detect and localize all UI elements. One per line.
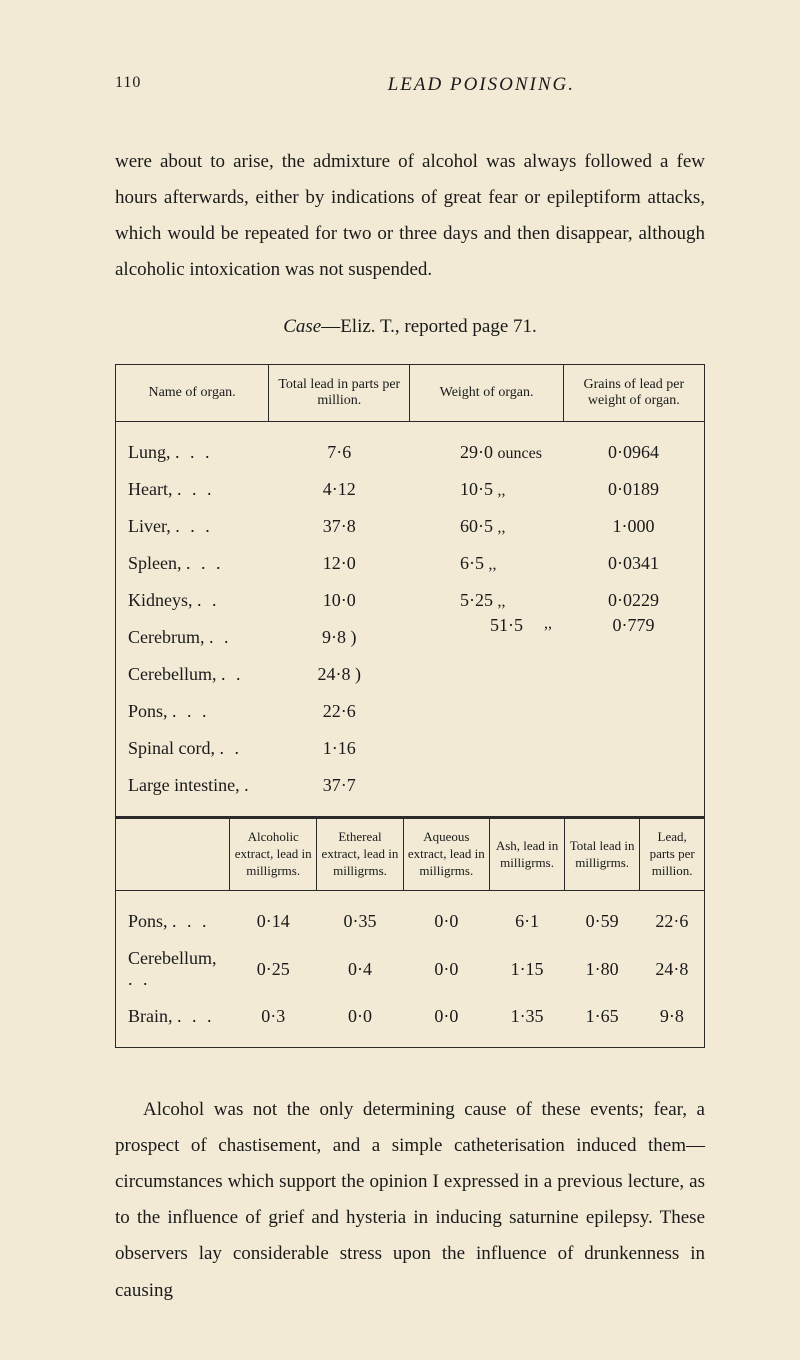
cell-weight: 60·5 ,, [410, 508, 563, 545]
cell-weight: 10·5 ,, [410, 471, 563, 508]
th-aqueous: Aqueous extract, lead in milligrms. [403, 818, 490, 890]
cell-ethereal: 0·4 [317, 940, 403, 998]
cell-aqueous: 0·0 [403, 891, 490, 941]
cell-organ: Cerebellum, . . [116, 656, 269, 693]
cell-organ: Pons, . . . [116, 891, 230, 941]
table-row: Cerebrum, . . 9·8 ) 51·5 ,, 0·779 [116, 619, 705, 656]
page-number: 110 [115, 74, 141, 96]
cell-grains [563, 693, 704, 730]
cell-grains: 0·0964 [563, 422, 704, 472]
cell-organ: Cerebrum, . . [116, 619, 269, 656]
cell-aqueous: 0·0 [403, 940, 490, 998]
paragraph-2: Alcohol was not the only determining cau… [115, 1092, 705, 1309]
table-row: Spinal cord, . . 1·16 [116, 730, 705, 767]
cell-ash: 1·35 [490, 998, 565, 1048]
paragraph-1: were about to arise, the admixture of al… [115, 144, 705, 288]
cell-grains: 0·0341 [563, 545, 704, 582]
table-row: Liver, . . . 37·8 60·5 ,, 1·000 [116, 508, 705, 545]
cell-ash: 6·1 [490, 891, 565, 941]
cell-alcoholic: 0·25 [229, 940, 317, 998]
case-rest: —Eliz. T., reported page 71. [321, 316, 537, 337]
cell-weight [410, 693, 563, 730]
case-label: Case [283, 316, 321, 337]
cell-grains: 0·0229 [563, 582, 704, 619]
table-row: Large intestine, . 37·7 [116, 767, 705, 817]
cell-lead: 24·8 [640, 940, 705, 998]
cell-organ: Liver, . . . [116, 508, 269, 545]
table-row: Lung, . . . 7·6 29·0 ounces 0·0964 [116, 422, 705, 472]
cell-ethereal: 0·35 [317, 891, 403, 941]
cell-grains [563, 767, 704, 817]
cell-organ: Heart, . . . [116, 471, 269, 508]
cell-total: 9·8 ) [269, 619, 410, 656]
cell-weight [410, 730, 563, 767]
cell-organ: Spinal cord, . . [116, 730, 269, 767]
cell-total: 1·65 [565, 998, 640, 1048]
cell-weight: 29·0 ounces [410, 422, 563, 472]
table-2: Alcoholic extract, lead in milligrms. Et… [115, 817, 705, 1048]
table-row: Cerebellum, . . 0·25 0·4 0·0 1·15 1·80 2… [116, 940, 705, 998]
cell-weight-braced: 51·5 ,, [410, 619, 563, 693]
cell-total: 12·0 [269, 545, 410, 582]
cell-grains: 1·000 [563, 508, 704, 545]
cell-lead: 9·8 [640, 998, 705, 1048]
case-line: Case—Eliz. T., reported page 71. [115, 316, 705, 338]
th-total: Total lead in parts per million. [269, 365, 410, 422]
cell-alcoholic: 0·14 [229, 891, 317, 941]
cell-total: 1·80 [565, 940, 640, 998]
cell-total: 22·6 [269, 693, 410, 730]
cell-total: 7·6 [269, 422, 410, 472]
th-organ: Name of organ. [116, 365, 269, 422]
page-header: 110 LEAD POISONING. [115, 74, 705, 96]
cell-weight: 6·5 ,, [410, 545, 563, 582]
cell-organ: Pons, . . . [116, 693, 269, 730]
cell-organ: Kidneys, . . [116, 582, 269, 619]
th-ethereal: Ethereal extract, lead in milligrms. [317, 818, 403, 890]
cell-total: 1·16 [269, 730, 410, 767]
cell-alcoholic: 0·3 [229, 998, 317, 1048]
cell-ethereal: 0·0 [317, 998, 403, 1048]
cell-aqueous: 0·0 [403, 998, 490, 1048]
cell-total: 10·0 [269, 582, 410, 619]
th-ash: Ash, lead in milligrms. [490, 818, 565, 890]
th-lead: Lead, parts per million. [640, 818, 705, 890]
cell-total: 0·59 [565, 891, 640, 941]
cell-organ: Spleen, . . . [116, 545, 269, 582]
table-2-header-row: Alcoholic extract, lead in milligrms. Et… [116, 818, 705, 890]
table-1-header-row: Name of organ. Total lead in parts per m… [116, 365, 705, 422]
cell-grains: 0·0189 [563, 471, 704, 508]
cell-weight: 5·25 ,, [410, 582, 563, 619]
th-weight: Weight of organ. [410, 365, 563, 422]
cell-organ: Lung, . . . [116, 422, 269, 472]
th-blank [116, 818, 230, 890]
table-row: Brain, . . . 0·3 0·0 0·0 1·35 1·65 9·8 [116, 998, 705, 1048]
table-row: Spleen, . . . 12·0 6·5 ,, 0·0341 [116, 545, 705, 582]
page-title: LEAD POISONING. [388, 74, 575, 96]
table-1: Name of organ. Total lead in parts per m… [115, 364, 705, 817]
th-total2: Total lead in milligrms. [565, 818, 640, 890]
cell-total: 37·8 [269, 508, 410, 545]
table-row: Pons, . . . 22·6 [116, 693, 705, 730]
cell-organ: Brain, . . . [116, 998, 230, 1048]
cell-ash: 1·15 [490, 940, 565, 998]
cell-organ: Cerebellum, . . [116, 940, 230, 998]
table-row: Pons, . . . 0·14 0·35 0·0 6·1 0·59 22·6 [116, 891, 705, 941]
cell-total: 24·8 ) [269, 656, 410, 693]
cell-grains-braced: 0·779 [563, 619, 704, 693]
table-row: Heart, . . . 4·12 10·5 ,, 0·0189 [116, 471, 705, 508]
cell-total: 4·12 [269, 471, 410, 508]
cell-grains [563, 730, 704, 767]
cell-organ: Large intestine, . [116, 767, 269, 817]
cell-weight [410, 767, 563, 817]
cell-total: 37·7 [269, 767, 410, 817]
cell-lead: 22·6 [640, 891, 705, 941]
th-alcoholic: Alcoholic extract, lead in milligrms. [229, 818, 317, 890]
th-grains: Grains of lead per weight of organ. [563, 365, 704, 422]
table-row: Kidneys, . . 10·0 5·25 ,, 0·0229 [116, 582, 705, 619]
